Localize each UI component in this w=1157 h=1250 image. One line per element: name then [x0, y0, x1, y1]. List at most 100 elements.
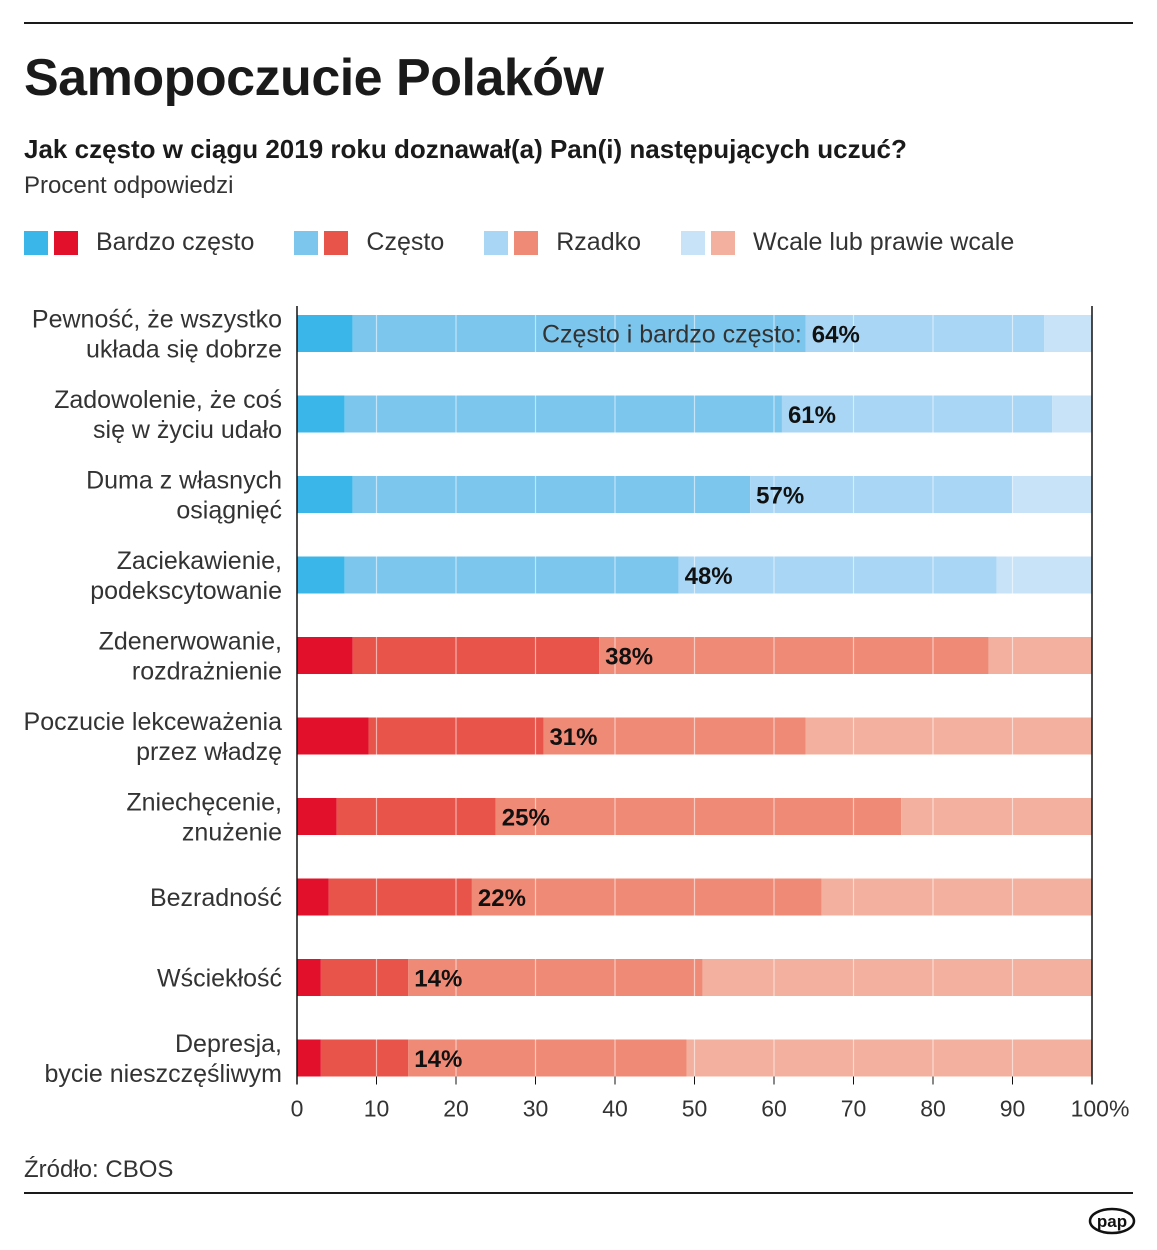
category-label: Zaciekawienie,: [117, 547, 282, 575]
legend-swatch: [484, 230, 509, 255]
category-label: Bezradność: [150, 884, 282, 912]
category-label: Poczucie lekceważenia: [24, 708, 283, 736]
category-label: rozdrażnienie: [132, 658, 282, 686]
bar-segment: [320, 1039, 409, 1077]
chart-subtitle: Jak często w ciągu 2019 roku doznawał(a)…: [24, 134, 907, 164]
category-label: podekscytowanie: [90, 577, 282, 605]
bar-segment: [750, 476, 1013, 513]
total-label: 64%: [812, 322, 860, 349]
bar-segment: [297, 315, 353, 352]
bar-segment: [781, 395, 1053, 433]
legend-swatch: [24, 230, 48, 255]
bar-segment: [328, 878, 472, 916]
x-tick-label: 20: [443, 1096, 469, 1122]
bar-segment: [297, 476, 353, 513]
x-tick-label: 40: [602, 1096, 628, 1122]
bar-segment: [297, 959, 321, 996]
pap-logo: pap: [1088, 1207, 1136, 1235]
x-tick-label: 0: [291, 1096, 304, 1122]
category-label: przez władzę: [136, 738, 282, 766]
legend-item: Często: [294, 228, 444, 257]
bar-segment: [297, 637, 353, 674]
category-label: znużenie: [182, 819, 282, 847]
bar-segment: [996, 556, 1092, 594]
legend-label: Rzadko: [556, 228, 641, 256]
x-tick-label: 10: [364, 1096, 390, 1122]
category-label: Duma z własnych: [86, 467, 282, 495]
bar-segment: [686, 1039, 1092, 1077]
bar-segment: [1044, 315, 1092, 352]
x-tick-label: 90: [1000, 1096, 1026, 1122]
legend-swatch: [294, 230, 319, 255]
category-label: osiągnięć: [176, 497, 282, 525]
bar-segment: [297, 717, 369, 755]
bar-segment: [297, 1039, 321, 1077]
legend-swatch: [711, 230, 735, 255]
source-note: Źródło: CBOS: [24, 1156, 174, 1183]
category-label: Depresja,: [175, 1030, 282, 1058]
top-rule: [24, 22, 1133, 24]
x-tick-label: 30: [523, 1096, 549, 1122]
category-label: bycie nieszczęśliwym: [44, 1060, 282, 1088]
bar-segment: [408, 1039, 687, 1077]
bar-segment: [297, 798, 337, 835]
total-label-prefix: Często i bardzo często:: [542, 321, 802, 349]
bar-segment: [320, 959, 409, 996]
legend-label: Często: [366, 228, 445, 256]
bar-segment: [805, 315, 1045, 352]
bar-segment: [901, 798, 1092, 835]
bar-segment: [495, 798, 902, 835]
bar-segment: [1052, 395, 1092, 433]
bar-segment: [344, 556, 679, 594]
total-label: 31%: [549, 724, 597, 751]
x-tick-label: 70: [841, 1096, 867, 1122]
bar-segment: [988, 637, 1092, 674]
legend-swatch: [324, 230, 349, 255]
bar-segment: [543, 717, 806, 755]
legend-item: Bardzo często: [24, 228, 254, 257]
total-label: 61%: [788, 402, 836, 429]
bar-segment: [408, 959, 703, 996]
bar-segment: [344, 395, 782, 433]
bar-segment: [678, 556, 997, 594]
bar-segment: [821, 878, 1092, 916]
category-label: układa się dobrze: [86, 336, 282, 364]
x-tick-label: 100%: [1071, 1096, 1130, 1122]
legend-swatch: [54, 230, 78, 255]
bar-segment: [702, 959, 1092, 996]
total-label: 25%: [502, 805, 550, 832]
bar-segment: [297, 556, 345, 594]
category-label: Zdenerwowanie,: [99, 628, 282, 656]
total-label: 14%: [414, 1046, 462, 1073]
category-label: się w życiu udało: [93, 416, 282, 444]
total-label: 57%: [756, 483, 804, 510]
legend: Bardzo często Często Rzadko Wcale lub prawi…: [24, 228, 1054, 257]
bar-segment: [1012, 476, 1092, 513]
legend-label: Bardzo często: [96, 228, 255, 256]
legend-swatch: [514, 230, 539, 255]
category-label: Zniechęcenie,: [126, 789, 282, 817]
total-label: 38%: [605, 644, 653, 671]
bar-segment: [297, 878, 329, 916]
legend-swatch: [681, 230, 705, 255]
bar-segment: [352, 476, 751, 513]
category-label: Wściekłość: [157, 965, 282, 993]
bar-segment: [297, 395, 345, 433]
legend-item: Rzadko: [484, 228, 641, 257]
bar-segment: [352, 315, 806, 352]
x-tick-label: 80: [920, 1096, 946, 1122]
bar-segment: [599, 637, 989, 674]
category-label: Pewność, że wszystko: [32, 306, 282, 334]
unit-note: Procent odpowiedzi: [24, 172, 234, 199]
bar-segment: [352, 637, 600, 674]
total-label: 22%: [478, 885, 526, 912]
bottom-rule: [24, 1192, 1133, 1194]
total-label: 14%: [414, 966, 462, 993]
x-tick-label: 50: [682, 1096, 708, 1122]
total-label: 48%: [685, 563, 733, 590]
bar-segment: [805, 717, 1092, 755]
legend-item: Wcale lub prawie wcale: [681, 228, 1014, 257]
legend-label: Wcale lub prawie wcale: [753, 228, 1015, 256]
chart-title: Samopoczucie Polaków: [24, 49, 604, 107]
